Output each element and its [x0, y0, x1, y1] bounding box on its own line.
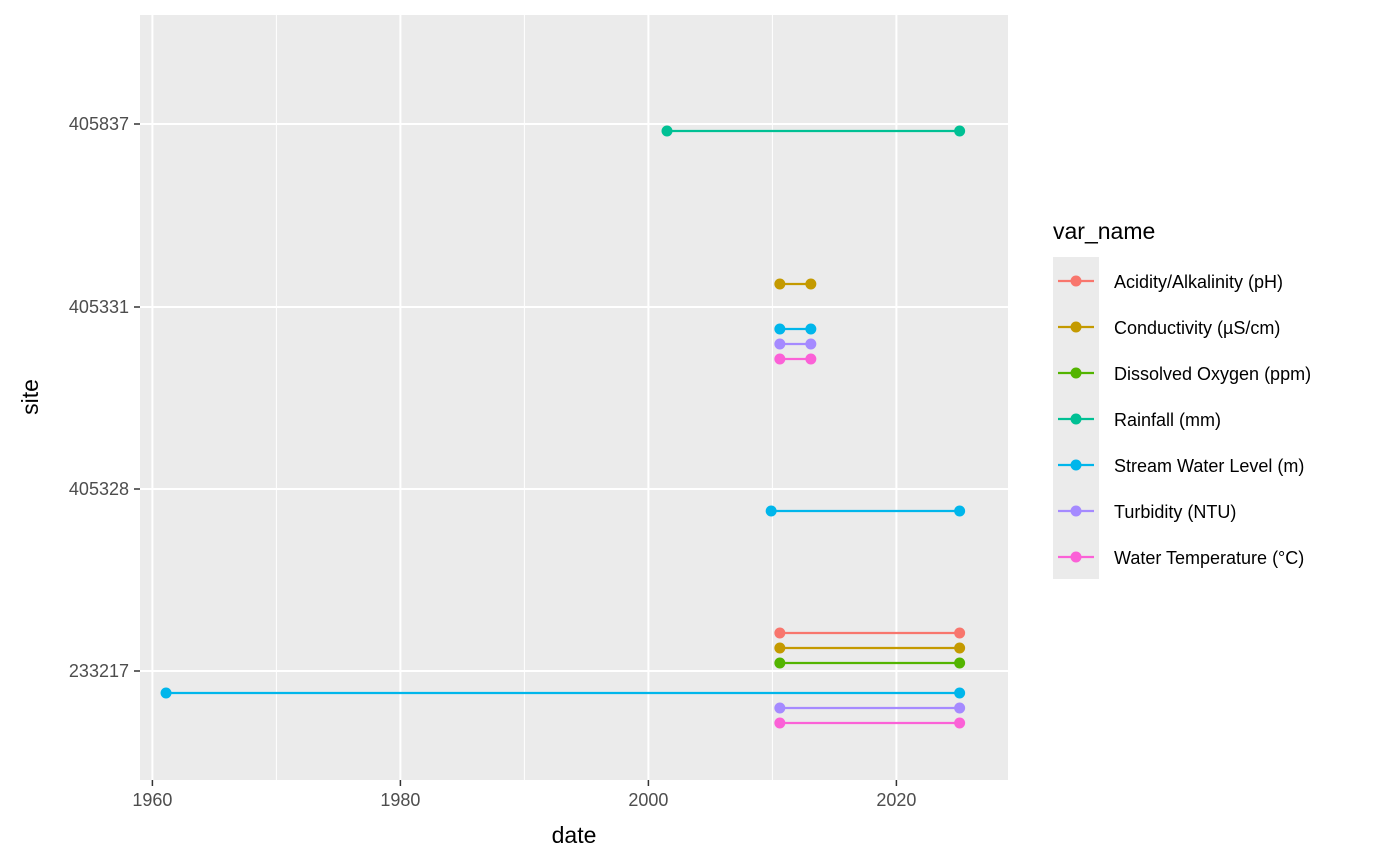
series-segment	[160, 687, 966, 699]
segment-end-point	[954, 627, 966, 639]
legend-label: Stream Water Level (m)	[1114, 456, 1304, 476]
legend-key-point	[1070, 551, 1082, 563]
segment-start-point	[774, 627, 786, 639]
legend-key-point	[1070, 321, 1082, 333]
segment-end-point	[954, 125, 966, 137]
segment-end-point	[805, 353, 817, 365]
segment-end-point	[954, 717, 966, 729]
series-segment	[765, 505, 966, 517]
series-segment	[774, 323, 817, 335]
data-series	[160, 125, 966, 729]
x-axis-title: date	[552, 822, 597, 848]
x-tick-label: 2000	[628, 790, 668, 810]
segment-start-point	[774, 338, 786, 350]
grid	[140, 15, 1008, 780]
segment-end-point	[805, 338, 817, 350]
legend-entry: Acidity/Alkalinity (pH)	[1058, 272, 1283, 292]
series-segment	[774, 627, 966, 639]
y-tick-label: 405331	[69, 297, 129, 317]
legend-label: Turbidity (NTU)	[1114, 502, 1236, 522]
legend-label: Conductivity (µS/cm)	[1114, 318, 1280, 338]
legend-title: var_name	[1053, 218, 1155, 244]
legend-entry: Conductivity (µS/cm)	[1058, 318, 1280, 338]
x-tick-label: 2020	[876, 790, 916, 810]
segment-start-point	[774, 278, 786, 290]
legend-key-point	[1070, 459, 1082, 471]
series-segment	[774, 717, 966, 729]
segment-end-point	[954, 657, 966, 669]
segment-start-point	[774, 717, 786, 729]
legend: var_name Acidity/Alkalinity (pH) Conducti…	[1053, 218, 1311, 579]
legend-key-point	[1070, 275, 1082, 287]
y-tick-label: 405328	[69, 479, 129, 499]
segment-start-point	[774, 657, 786, 669]
segment-end-point	[805, 278, 817, 290]
series-segment	[774, 338, 817, 350]
x-tick-label: 1960	[132, 790, 172, 810]
segment-start-point	[774, 702, 786, 714]
legend-entry: Water Temperature (°C)	[1058, 548, 1304, 568]
segment-end-point	[954, 687, 966, 699]
legend-label: Water Temperature (°C)	[1114, 548, 1304, 568]
x-axis: 1960 1980 2000 2020	[132, 780, 916, 810]
legend-key-point	[1070, 505, 1082, 517]
segment-start-point	[160, 687, 172, 699]
segment-start-point	[765, 505, 777, 517]
segment-start-point	[661, 125, 673, 137]
plot-panel	[140, 15, 1008, 780]
series-segment	[774, 657, 966, 669]
legend-label: Rainfall (mm)	[1114, 410, 1221, 430]
series-segment	[774, 642, 966, 654]
legend-entry: Stream Water Level (m)	[1058, 456, 1304, 476]
series-segment	[774, 353, 817, 365]
series-segment	[774, 278, 817, 290]
segment-end-point	[954, 702, 966, 714]
segment-end-point	[954, 505, 966, 517]
y-axis: 233217 405328 405331 405837	[69, 114, 140, 681]
legend-label: Dissolved Oxygen (ppm)	[1114, 364, 1311, 384]
y-tick-label: 233217	[69, 661, 129, 681]
legend-entry: Dissolved Oxygen (ppm)	[1058, 364, 1311, 384]
x-tick-label: 1980	[380, 790, 420, 810]
segment-end-point	[954, 642, 966, 654]
legend-label: Acidity/Alkalinity (pH)	[1114, 272, 1283, 292]
segment-start-point	[774, 642, 786, 654]
legend-entry: Rainfall (mm)	[1058, 410, 1221, 430]
series-segment	[774, 702, 966, 714]
legend-key-point	[1070, 413, 1082, 425]
y-tick-label: 405837	[69, 114, 129, 134]
y-axis-title: site	[17, 379, 43, 415]
segment-end-point	[805, 323, 817, 335]
segment-start-point	[774, 323, 786, 335]
legend-key-point	[1070, 367, 1082, 379]
segment-start-point	[774, 353, 786, 365]
series-segment	[661, 125, 966, 137]
legend-entry: Turbidity (NTU)	[1058, 502, 1236, 522]
